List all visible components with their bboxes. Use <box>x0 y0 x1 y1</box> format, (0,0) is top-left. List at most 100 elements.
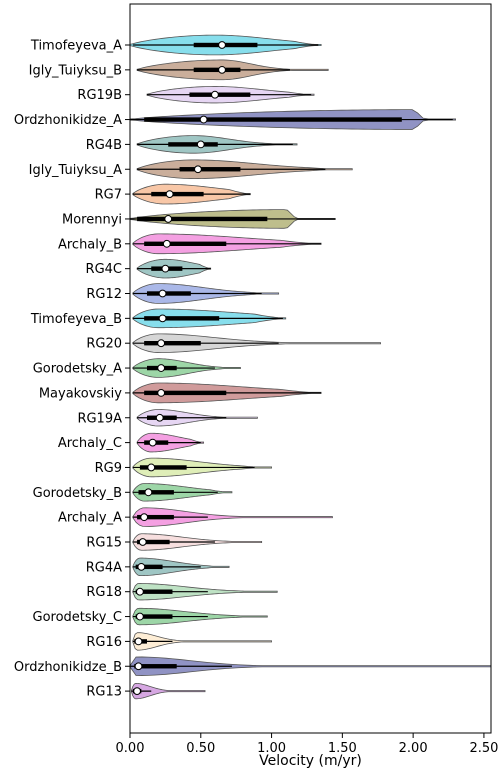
y-tick-label: RG4A <box>86 560 122 575</box>
x-tick-label: 1.50 <box>328 741 357 756</box>
median-marker <box>218 65 226 74</box>
y-tick-label: Igly_Tuiyksu_B <box>29 63 122 78</box>
iqr-box <box>144 241 227 246</box>
median-marker <box>133 687 141 695</box>
median-marker <box>136 612 144 621</box>
median-marker <box>134 662 143 671</box>
violin-series-group <box>129 34 492 700</box>
violin-rg16 <box>132 632 272 651</box>
violin-archaly-b <box>132 233 322 255</box>
iqr-box <box>144 117 402 122</box>
iqr-box <box>189 92 251 97</box>
violin-rg20 <box>132 333 381 353</box>
y-tick-label: RG12 <box>86 287 122 302</box>
median-marker <box>134 637 143 646</box>
y-tick-label: RG7 <box>95 188 122 203</box>
y-tick-labels: Timofeyeva_A Igly_Tuiyksu_B RG19B Ordzhonik… <box>14 39 130 700</box>
y-tick-label: Morennyi <box>62 212 122 227</box>
y-tick-label: Archaly_A <box>58 511 122 526</box>
x-tick-label: 0.50 <box>186 741 215 756</box>
y-tick-label: RG18 <box>86 585 122 600</box>
violin-archaly-c <box>136 432 205 453</box>
y-tick-label: Ordzhonikidze_A <box>14 113 122 128</box>
median-marker <box>144 488 153 497</box>
y-tick-label: Archaly_B <box>58 237 122 252</box>
median-marker <box>164 215 173 223</box>
median-marker <box>218 41 226 49</box>
iqr-box <box>144 341 201 346</box>
violin-rg9 <box>132 457 272 478</box>
iqr-box <box>134 664 177 669</box>
violin-ordzhonikidze-b <box>129 656 492 676</box>
iqr-box <box>135 564 163 570</box>
median-marker <box>148 438 157 447</box>
x-tick-label: 2.50 <box>469 741 498 756</box>
iqr-box <box>193 67 241 73</box>
median-marker <box>138 538 147 546</box>
iqr-box <box>137 539 170 545</box>
violin-rg19a <box>136 409 258 427</box>
median-marker <box>137 562 146 571</box>
y-tick-label: Igly_Tuiyksu_A <box>29 163 122 178</box>
median-marker <box>136 587 144 596</box>
y-tick-label: Ordzhonikidze_B <box>14 660 122 675</box>
median-marker <box>199 115 208 124</box>
violin-ordzhonikidze-a <box>129 109 457 130</box>
violin-body <box>132 632 272 651</box>
plot-frame <box>129 3 492 734</box>
violin-rg13 <box>131 683 206 700</box>
iqr-box <box>144 316 220 321</box>
y-tick-label: Timofeyeva_B <box>30 312 122 327</box>
median-marker <box>147 463 156 472</box>
iqr-box <box>135 614 173 619</box>
y-tick-label: RG16 <box>86 635 122 650</box>
violin-rg15 <box>132 533 263 551</box>
violin-rg18 <box>132 583 278 601</box>
x-tick-label: 2.00 <box>399 741 428 756</box>
violin-morennyi <box>129 209 336 229</box>
violin-igly-tuiyksu-a <box>136 159 353 180</box>
y-tick-label: RG13 <box>86 685 122 700</box>
y-tick-label: RG4C <box>86 262 122 277</box>
median-marker <box>157 339 166 348</box>
median-marker <box>196 140 205 149</box>
violin-timofeyeva-a <box>129 34 322 56</box>
median-marker <box>155 413 164 422</box>
x-tick-label: 0.00 <box>116 741 145 756</box>
iqr-box <box>135 589 173 594</box>
iqr-box <box>144 390 227 396</box>
iqr-box <box>179 167 241 172</box>
median-marker <box>157 389 166 397</box>
x-tick-labels: 0.00 0.50 1.00 1.50 2.00 2.50 <box>116 733 498 756</box>
violin-rg4b <box>136 135 298 154</box>
y-tick-label: RG20 <box>86 337 122 352</box>
violin-body <box>132 507 333 527</box>
violin-gorodetsky-b <box>132 483 233 502</box>
x-axis-label: Velocity (m/yr) <box>259 753 362 769</box>
median-marker <box>165 190 174 199</box>
y-tick-label: RG19B <box>77 88 122 103</box>
iqr-box <box>137 514 174 520</box>
median-marker <box>158 314 167 323</box>
y-tick-label: RG4B <box>86 138 122 153</box>
violin-timofeyeva-b <box>132 308 287 329</box>
y-tick-label: Timofeyeva_A <box>30 39 122 54</box>
violin-mayakovskiy <box>132 382 322 404</box>
iqr-box <box>138 490 174 495</box>
violin-gorodetsky-a <box>132 358 241 378</box>
iqr-box <box>137 216 268 222</box>
violin-body <box>131 683 206 700</box>
iqr-box <box>168 142 218 147</box>
iqr-box <box>146 291 191 296</box>
y-tick-label: Gorodetsky_B <box>33 486 122 501</box>
y-tick-label: RG19A <box>77 411 122 426</box>
y-tick-label: Archaly_C <box>58 436 122 451</box>
violin-rg19b <box>146 86 315 104</box>
violin-archaly-a <box>132 507 333 527</box>
median-marker <box>140 513 149 522</box>
x-tick-label: 1.00 <box>257 741 286 756</box>
iqr-box <box>139 465 187 470</box>
violin-rg4c <box>136 258 212 279</box>
y-tick-label: Gorodetsky_C <box>33 610 123 625</box>
